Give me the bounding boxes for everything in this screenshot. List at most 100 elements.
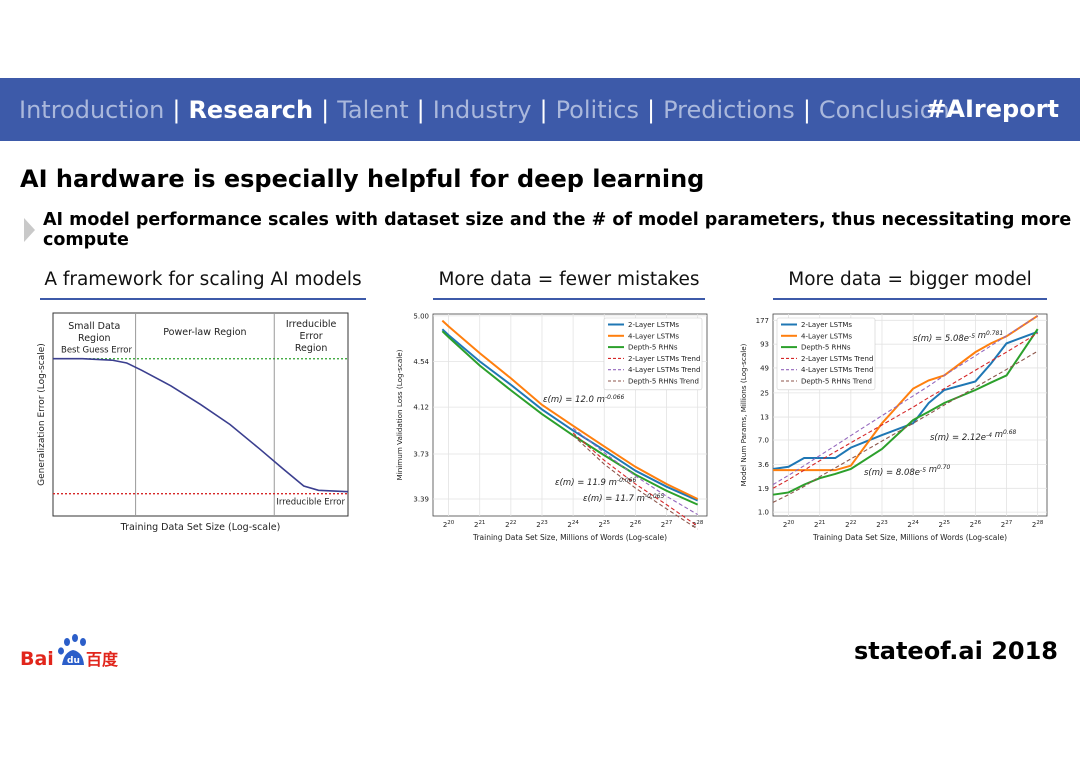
- region-label-irreducible: Region: [295, 343, 328, 354]
- panel-title-left: A framework for scaling AI models: [40, 266, 366, 300]
- model-params-chart: 220 221 222 223 224 225 226 227 228 1.0 1.9 3.6 7.0 1…: [739, 313, 1048, 542]
- y-axis-label: Generalization Error (Log-scale): [37, 343, 47, 486]
- svg-text:du: du: [67, 656, 80, 666]
- params-series-2-layer-lstms-trend: [772, 332, 1038, 489]
- region-label-small: Region: [78, 333, 111, 344]
- nav-separator: |: [802, 95, 811, 124]
- loss-series-depth-5-rhns-trend: [572, 434, 698, 530]
- fit-annotation: ε(m) = 11.9 m-0.066: [555, 477, 636, 488]
- legend-label: 2-Layer LSTMs Trend: [801, 355, 873, 363]
- y-tick-label: 3.39: [413, 496, 429, 504]
- loss-series-4-layer-lstms: [441, 319, 699, 500]
- region-label-power: Power-law Region: [163, 327, 246, 338]
- baidu-logo-text: Bai: [20, 648, 54, 670]
- y-tick-label: 25: [760, 389, 769, 397]
- y-axis-label: Model Num Params, Millions (Log-scale): [739, 343, 748, 486]
- y-tick-label: 13: [760, 414, 769, 422]
- region-label-irreducible: Irreducible: [286, 319, 337, 330]
- y-tick-label: 1.0: [758, 509, 769, 517]
- legend-label: 4-Layer LSTMs: [801, 332, 852, 340]
- params-series-4-layer-lstms: [773, 314, 1039, 472]
- fit-annotation: s(m) = 2.12e-4 m0.68: [930, 429, 1017, 443]
- nav-separator: |: [416, 95, 425, 124]
- panel-title-middle: More data = fewer mistakes: [433, 266, 705, 300]
- nav-links: Introduction | Research | Talent | Industry | Po…: [19, 78, 950, 141]
- x-tick-label: 226: [970, 520, 982, 529]
- footer-source: stateof.ai 2018: [853, 637, 1058, 665]
- params-series-2-layer-lstms: [772, 330, 1039, 470]
- x-tick-label: 228: [692, 520, 704, 529]
- loss-series-2-layer-lstms: [441, 328, 699, 502]
- region-label-irreducible: Error: [300, 331, 323, 342]
- legend-label: Depth-5 RHNs Trend: [628, 378, 699, 386]
- y-tick-label: 4.12: [413, 404, 429, 412]
- fit-annotation: ε(m) = 11.7 m-0.065: [583, 493, 664, 504]
- y-tick-label: 3.73: [413, 450, 429, 458]
- y-tick-label: 177: [756, 317, 769, 325]
- legend-box: [776, 317, 876, 391]
- x-tick-label: 222: [845, 520, 856, 529]
- nav-separator: |: [646, 95, 656, 124]
- nav-tab-conclusion[interactable]: Conclusion: [818, 95, 950, 124]
- irreducible-label: Irreducible Error: [276, 498, 345, 508]
- arrow-bullet-icon: [24, 218, 35, 242]
- x-axis-label: Training Data Set Size, Millions of Word…: [472, 533, 667, 542]
- x-tick-label: 225: [599, 520, 611, 529]
- x-tick-label: 220: [783, 520, 795, 529]
- y-tick-label: 93: [760, 341, 769, 349]
- baidu-paw-icon: [58, 634, 86, 665]
- x-tick-label: 226: [630, 520, 642, 529]
- legend-label: 4-Layer LSTMs Trend: [801, 366, 873, 374]
- chart-legend: 2-Layer LSTMs 4-Layer LSTMs Depth-5 RHNs 2-…: [603, 317, 703, 391]
- nav-tab-politics[interactable]: Politics: [555, 95, 639, 124]
- nav-separator: |: [321, 95, 330, 124]
- legend-box: [603, 317, 703, 391]
- nav-tab-talent[interactable]: Talent: [337, 95, 409, 124]
- nav-tab-research[interactable]: Research: [188, 95, 314, 124]
- x-tick-label: 223: [536, 520, 548, 529]
- y-tick-label: 5.00: [413, 312, 429, 320]
- best-guess-label: Best Guess Error: [61, 346, 133, 356]
- loss-series-4-layer-lstms-trend: [572, 427, 698, 516]
- y-tick-label: 7.0: [758, 437, 769, 445]
- panel-title-right: More data = bigger model: [773, 266, 1047, 300]
- validation-loss-chart: 220 221 222 223 224 225 226 227 228 3.39 3.73 4.12 4…: [395, 312, 708, 542]
- x-tick-label: 224: [907, 520, 919, 529]
- nav-separator: |: [539, 95, 548, 124]
- subheadline-text: AI model performance scales with dataset…: [43, 210, 1072, 250]
- y-axis-label: Minimum Validation Loss (Log-scale): [395, 349, 404, 480]
- region-label-small: Small Data: [68, 321, 120, 332]
- loss-series-2-layer-lstms-trend: [572, 432, 698, 527]
- baidu-logo-chinese: 百度: [86, 650, 119, 669]
- chart-legend: 2-Layer LSTMs 4-Layer LSTMs Depth-5 RHNs 2-…: [776, 317, 876, 391]
- x-axis-label: Training Data Set Size, Millions of Word…: [812, 533, 1007, 542]
- hashtag: #AIreport: [926, 95, 1059, 123]
- nav-tab-predictions[interactable]: Predictions: [663, 95, 795, 124]
- x-tick-label: 227: [661, 520, 673, 529]
- fit-annotation: ε(m) = 12.0 m-0.066: [543, 394, 624, 405]
- nav-tab-industry[interactable]: Industry: [432, 95, 532, 124]
- nav-tab-introduction[interactable]: Introduction: [19, 95, 165, 124]
- x-tick-label: 223: [876, 520, 888, 529]
- legend-label: Depth-5 RHNs: [801, 344, 851, 352]
- subheadline: AI model performance scales with dataset…: [24, 210, 1080, 250]
- x-tick-label: 224: [567, 520, 579, 529]
- x-tick-label: 221: [814, 520, 825, 529]
- x-tick-label: 221: [474, 520, 485, 529]
- legend-label: Depth-5 RHNs Trend: [801, 378, 872, 386]
- x-axis-label: Training Data Set Size (Log-scale): [120, 522, 281, 533]
- legend-label: 2-Layer LSTMs Trend: [628, 355, 700, 363]
- fit-annotation: s(m) = 5.08e-5 m0.781: [913, 330, 1003, 344]
- fit-annotation: s(m) = 8.08e-5 m0.70: [864, 464, 951, 478]
- params-series-4-layer-lstms-trend: [772, 315, 1038, 486]
- y-tick-label: 3.6: [758, 461, 770, 469]
- legend-label: 4-Layer LSTMs: [628, 332, 679, 340]
- params-series-depth-5-rhns: [772, 328, 1039, 496]
- x-tick-label: 220: [443, 520, 455, 529]
- legend-label: Depth-5 RHNs: [628, 344, 678, 352]
- legend-label: 2-Layer LSTMs: [801, 321, 852, 329]
- x-tick-label: 228: [1032, 520, 1044, 529]
- top-nav-bar: Introduction | Research | Talent | Industry | Po…: [0, 78, 1080, 141]
- error-curve: [53, 357, 349, 493]
